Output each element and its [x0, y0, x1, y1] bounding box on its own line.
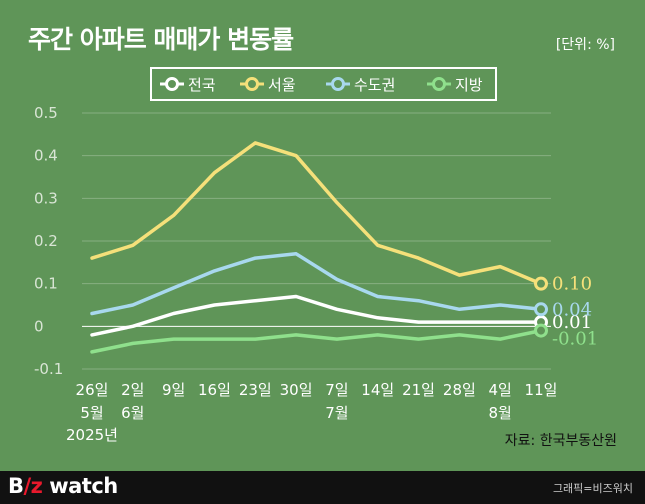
series-group: 0.01 0.10 0.04 -0.01: [90, 141, 598, 354]
legend-label: 지방: [455, 76, 483, 94]
x-tick-label: 9일: [162, 381, 185, 399]
y-tick-label: -0.1: [34, 360, 63, 378]
y-tick-label: 0.4: [34, 147, 58, 165]
series-end-marker: [534, 276, 548, 291]
footer-bar: B/z watch 그래픽=비즈워치: [0, 471, 645, 504]
logo-iz: /z: [23, 474, 43, 498]
x-year-label: 2025년: [66, 426, 118, 444]
x-tick-label: 11일: [525, 381, 558, 399]
y-tick-label: 0.2: [34, 232, 58, 250]
series-line: [90, 252, 543, 316]
graphic-credit: 그래픽=비즈워치: [552, 482, 633, 495]
legend: 전국 서울 수도권 지방: [160, 76, 483, 94]
x-tick-label: 23일: [239, 381, 272, 399]
unit-label: [단위: %]: [555, 37, 615, 53]
x-tick-label: 2일: [121, 381, 144, 399]
x-tick-label: 14일: [361, 381, 394, 399]
x-tick-label: 16일: [198, 381, 231, 399]
x-month-label: 5월: [80, 404, 103, 422]
legend-marker: [165, 77, 179, 91]
x-axis: 26일 2일 9일 16일 23일 30일 7일 14일 21일 28일 4일 11일 5월 6월 7월 8월…: [66, 381, 557, 444]
x-tick-label: 7일: [325, 381, 348, 399]
series-end-label: 0.01: [552, 312, 592, 333]
x-tick-label: 21일: [402, 381, 435, 399]
legend-marker: [245, 77, 259, 91]
x-month-label: 7월: [325, 404, 348, 422]
series-line: [90, 141, 543, 286]
y-tick-label: 0.5: [34, 104, 58, 122]
x-month-label: 6월: [121, 404, 144, 422]
legend-marker: [432, 77, 446, 91]
logo-b: B: [8, 474, 24, 498]
legend-label: 전국: [188, 76, 216, 94]
legend-label: 수도권: [354, 76, 395, 94]
series-end-label: -0.01: [552, 329, 598, 350]
series-end-label: 0.10: [552, 274, 592, 295]
x-tick-label: 28일: [443, 381, 476, 399]
series-line: [90, 294, 543, 337]
series-end-label: 0.04: [552, 299, 592, 320]
series-line: [90, 328, 543, 354]
x-tick-label: 30일: [280, 381, 313, 399]
x-tick-label: 26일: [76, 381, 109, 399]
y-tick-label: 0.3: [34, 189, 58, 207]
series-end-marker: [534, 323, 548, 338]
bizwatch-logo: B/z watch: [8, 474, 118, 498]
chart-title: 주간 아파트 매매가 변동률: [28, 25, 294, 54]
x-month-label: 8월: [489, 404, 512, 422]
logo-watch: watch: [42, 474, 118, 498]
y-tick-label: 0.1: [34, 275, 58, 293]
gridlines: [82, 112, 551, 370]
source-label: 자료: 한국부동산원: [504, 433, 617, 449]
y-axis: 0.5 0.4 0.3 0.2 0.1 0 -0.1: [34, 104, 63, 378]
legend-marker: [331, 77, 345, 91]
legend-label: 서울: [268, 76, 296, 94]
x-tick-label: 4일: [489, 381, 512, 399]
series-end-marker: [534, 302, 548, 317]
y-tick-label: 0: [34, 317, 44, 335]
line-chart: 전국 서울 수도권 지방 0.50.40.30.20.10-0.1 26일 2일 9일 16…: [34, 67, 598, 444]
